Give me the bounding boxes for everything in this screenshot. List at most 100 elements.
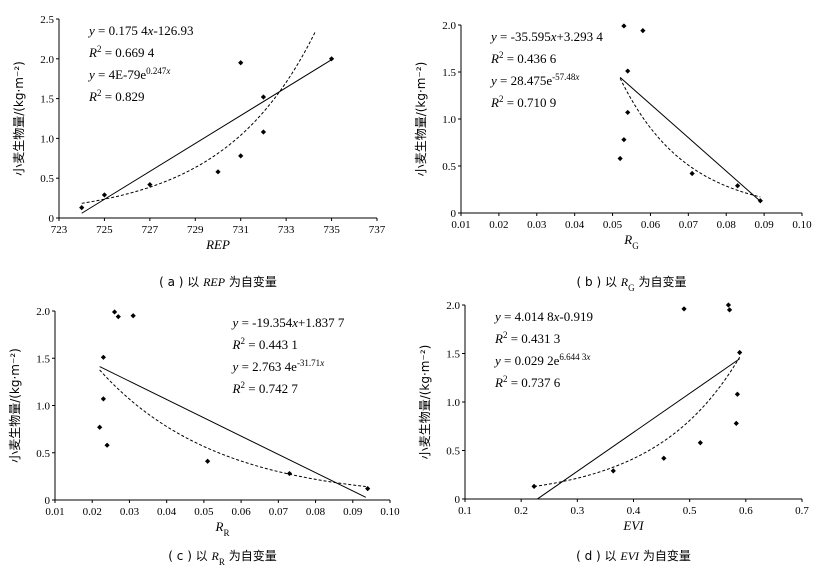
- x-axis-label: EVI: [622, 518, 644, 533]
- x-tick-label: 0.06: [231, 506, 251, 518]
- x-tick-label: 0.04: [565, 219, 585, 231]
- exponential-trendline: [619, 78, 761, 198]
- x-tick-label: 0.02: [83, 506, 102, 518]
- x-tick-label: 723: [51, 224, 68, 236]
- x-axis-label: RR: [215, 519, 230, 538]
- y-axis-label: 小麦生物量/(kg·m⁻²): [418, 345, 432, 460]
- data-point: [286, 470, 293, 477]
- data-point: [97, 424, 103, 430]
- data-point: [100, 354, 106, 360]
- x-tick-label: 727: [142, 224, 159, 236]
- x-tick-label: 735: [323, 224, 340, 236]
- x-tick-label: 0.09: [343, 506, 363, 518]
- regression-equation-3: y = 0.029 2e6.644 3x: [493, 352, 590, 368]
- linear-trendline: [81, 59, 332, 214]
- panel-b: 0.01 0.02 0.03 0.04 0.05 0.06 0.07 0.08 0.09 0.10…: [414, 20, 812, 293]
- panels-group: 723 725 727 729 731 733 735 737 0 0.5 1.0 1.5 2.0 2.5…: [8, 14, 812, 567]
- y-tick-label: 1.0: [36, 401, 50, 413]
- regression-equation-1: y = 0.175 4x-126.93: [87, 23, 194, 38]
- y-axis-label: 小麦生物量/(kg·m⁻²): [414, 62, 428, 177]
- data-point: [640, 28, 646, 34]
- x-tick-label: 0.01: [451, 219, 470, 231]
- data-point: [205, 458, 211, 464]
- regression-equation-4: R2 = 0.710 9: [490, 94, 556, 110]
- x-tick-label: 0.4: [627, 505, 641, 517]
- data-point: [681, 306, 687, 312]
- y-tick-label: 0.5: [36, 448, 50, 460]
- y-tick-label: 0.5: [40, 173, 54, 185]
- regression-equation-3: y = 2.763 4e-31.71x: [231, 358, 325, 374]
- data-point: [625, 109, 631, 116]
- y-tick-label: 1.5: [446, 349, 460, 361]
- x-tick-label: 0.7: [795, 505, 809, 517]
- y-tick-label: 2.0: [36, 306, 50, 318]
- regression-equation-4: R2 = 0.829: [88, 88, 145, 104]
- y-tick-label: 1.5: [40, 94, 54, 106]
- x-tick-label: 0.01: [45, 506, 64, 518]
- y-axis-label: 小麦生物量/(kg·m⁻²): [12, 61, 26, 176]
- y-tick-label: 1.5: [36, 353, 50, 365]
- exponential-trendline: [99, 369, 366, 488]
- y-tick-label: 0: [45, 495, 51, 507]
- x-tick-label: 0.07: [269, 506, 289, 518]
- exponential-trendline: [534, 356, 741, 488]
- y-tick-label: 2.5: [40, 14, 54, 26]
- regression-equation-1: y = -35.595x+3.293 4: [489, 29, 603, 44]
- regression-equation-3: y = 28.475e-57.48x: [489, 72, 579, 88]
- panel-caption: ( c ) 以 RR 为自变量: [168, 548, 276, 567]
- y-tick-label: 1.0: [442, 114, 456, 126]
- y-tick-label: 2.0: [40, 54, 54, 66]
- x-tick-label: 0.08: [717, 219, 737, 231]
- linear-trendline: [99, 366, 367, 498]
- data-point: [625, 68, 631, 74]
- x-tick-label: 731: [232, 224, 249, 236]
- x-tick-label: 737: [369, 224, 386, 236]
- panel-d: 0.1 0.2 0.3 0.4 0.5 0.6 0.7 0 0.5 1.0 1.5 2.0 小麦生物量/…: [418, 300, 809, 563]
- x-tick-label: 0.06: [641, 219, 661, 231]
- x-tick-label: 733: [278, 224, 295, 236]
- x-tick-label: 0.09: [754, 219, 774, 231]
- data-point: [328, 56, 335, 62]
- linear-trendline: [537, 358, 740, 500]
- regression-equation-2: R2 = 0.436 6: [490, 50, 557, 66]
- x-tick-label: 0.03: [527, 219, 547, 231]
- regression-equation-4: R2 = 0.737 6: [494, 374, 561, 390]
- data-point: [238, 60, 244, 66]
- y-axis-label: 小麦生物量/(kg·m⁻²): [8, 348, 22, 463]
- panel-caption: ( d ) 以 EVI 为自变量: [576, 548, 691, 563]
- data-point: [260, 129, 267, 135]
- x-tick-label: 0.02: [489, 219, 508, 231]
- data-point: [365, 486, 371, 492]
- regression-equation-3: y = 4E-79e0.247x: [87, 66, 170, 82]
- regression-equation-4: R2 = 0.742 7: [232, 380, 299, 396]
- data-point: [757, 198, 763, 204]
- data-point: [147, 181, 153, 188]
- data-point: [238, 153, 244, 159]
- data-point: [130, 313, 136, 319]
- panel-a: 723 725 727 729 731 733 735 737 0 0.5 1.0 1.5 2.0 2.5…: [12, 14, 386, 289]
- x-tick-label: 729: [187, 224, 204, 236]
- data-point: [111, 309, 118, 315]
- data-point: [101, 192, 108, 198]
- linear-trendline: [619, 77, 761, 202]
- data-point: [726, 307, 733, 313]
- y-tick-label: 2.0: [446, 300, 460, 312]
- panel-caption: ( a ) 以 REP 为自变量: [159, 274, 277, 289]
- data-point: [737, 349, 743, 356]
- data-point: [621, 23, 627, 29]
- x-tick-label: 0.1: [458, 505, 472, 517]
- x-tick-label: 725: [96, 224, 113, 236]
- data-point: [104, 442, 110, 448]
- x-tick-label: 0.10: [380, 506, 400, 518]
- data-point: [79, 205, 85, 211]
- regression-equation-2: R2 = 0.443 1: [232, 336, 298, 352]
- x-tick-label: 0.2: [514, 505, 528, 517]
- data-point: [617, 155, 623, 162]
- data-point: [734, 183, 741, 189]
- y-tick-label: 0.5: [442, 161, 456, 173]
- data-point: [260, 94, 267, 100]
- x-tick-label: 0.05: [603, 219, 623, 231]
- data-point: [100, 396, 106, 402]
- y-tick-label: 0: [455, 494, 461, 506]
- data-point: [621, 137, 627, 143]
